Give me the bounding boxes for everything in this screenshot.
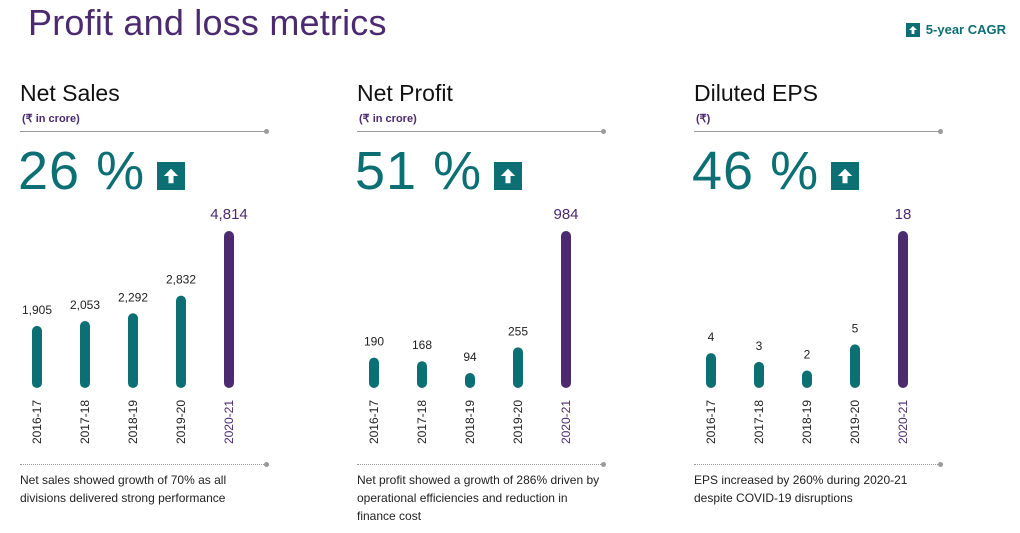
- x-tick-label: 2019-20: [848, 400, 862, 444]
- x-tick-label: 2016-17: [704, 400, 718, 444]
- panel-note: Net profit showed a growth of 286% drive…: [357, 473, 600, 523]
- cagr-value: 26 %: [18, 141, 146, 201]
- data-label: 2,832: [166, 273, 196, 287]
- bar-2020-21: [224, 231, 234, 388]
- x-tick-label: 2018-19: [800, 400, 814, 444]
- bar-2020-21: [561, 231, 571, 388]
- page-title: Profit and loss metrics: [28, 2, 387, 43]
- x-tick-label: 2016-17: [30, 400, 44, 444]
- x-tick-label: 2020-21: [222, 400, 236, 444]
- cagr-block: 26 %: [18, 140, 186, 202]
- x-tick-label: 2020-21: [896, 400, 910, 444]
- bar-2017-18: [417, 361, 427, 388]
- bar-2019-20: [513, 347, 523, 388]
- diluted-eps-panel: Diluted EPS (₹) 46 % 4 2016-17 3 2017-18 2 20…: [692, 80, 944, 530]
- x-tick-label: 2018-19: [463, 400, 477, 444]
- top-divider: [694, 129, 943, 134]
- data-label: 94: [463, 350, 477, 364]
- top-divider: [357, 129, 606, 134]
- data-label: 4: [708, 330, 715, 344]
- cagr-value: 46 %: [692, 141, 820, 201]
- bottom-divider: [357, 462, 606, 467]
- panel-note: Net sales showed growth of 70% as all di…: [20, 473, 227, 505]
- panel-note: EPS increased by 260% during 2020-21 des…: [694, 473, 908, 505]
- bar-2017-18: [80, 321, 90, 388]
- data-label: 4,814: [210, 206, 248, 223]
- net-sales-chart: 1,905 2016-17 2,053 2017-18 2,292 2018-19 2,83…: [22, 206, 248, 444]
- up-arrow-icon: [831, 162, 860, 190]
- net-sales-panel: Net Sales (₹ in crore) 26 % 1,905 2016-17…: [18, 80, 270, 530]
- data-label: 168: [412, 338, 432, 352]
- panel-unit: (₹ in crore): [359, 113, 417, 125]
- x-tick-label: 2018-19: [126, 400, 140, 444]
- bar-2018-19: [465, 373, 475, 388]
- data-label: 2,053: [70, 298, 100, 312]
- bottom-divider: [20, 462, 269, 467]
- bar-2016-17: [369, 357, 379, 388]
- bar-2017-18: [754, 361, 764, 388]
- bar-2019-20: [850, 344, 860, 388]
- bar-2018-19: [128, 313, 138, 388]
- data-label: 255: [508, 324, 528, 338]
- panel-title: Net Sales: [20, 80, 120, 106]
- bar-2016-17: [32, 325, 42, 388]
- diluted-eps-chart: 4 2016-17 3 2017-18 2 2018-19 5 2019-20 18 2020-2…: [704, 206, 912, 444]
- x-tick-label: 2019-20: [174, 400, 188, 444]
- up-arrow-icon: [494, 162, 523, 190]
- data-label: 5: [852, 321, 859, 335]
- net-profit-panel: Net Profit (₹ in crore) 51 % 190 2016-17 1…: [355, 80, 607, 530]
- data-label: 984: [553, 206, 578, 223]
- panel-unit: (₹ in crore): [22, 113, 80, 125]
- bar-2016-17: [706, 353, 716, 388]
- up-arrow-icon: [157, 162, 186, 190]
- panel-title: Net Profit: [357, 80, 453, 106]
- bar-2018-19: [802, 370, 812, 388]
- net-profit-chart: 190 2016-17 168 2017-18 94 2018-19 255 2019-20 9…: [364, 206, 579, 444]
- data-label: 2,292: [118, 290, 148, 304]
- data-label: 2: [804, 348, 811, 362]
- data-label: 3: [756, 339, 763, 353]
- x-tick-label: 2016-17: [367, 400, 381, 444]
- cagr-block: 46 %: [692, 140, 860, 202]
- panel-title: Diluted EPS: [694, 80, 819, 106]
- bottom-divider: [694, 462, 943, 467]
- x-tick-label: 2019-20: [511, 400, 525, 444]
- cagr-block: 51 %: [355, 140, 523, 202]
- x-tick-label: 2017-18: [752, 400, 766, 444]
- x-tick-label: 2020-21: [559, 400, 573, 444]
- bar-2019-20: [176, 295, 186, 388]
- x-tick-label: 2017-18: [78, 400, 92, 444]
- cagr-legend-label: 5-year CAGR: [925, 22, 1006, 37]
- cagr-value: 51 %: [355, 141, 483, 201]
- panel-unit: (₹): [696, 113, 711, 125]
- bar-2020-21: [898, 231, 908, 388]
- x-tick-label: 2017-18: [415, 400, 429, 444]
- data-label: 18: [895, 206, 912, 223]
- data-label: 190: [364, 335, 384, 349]
- data-label: 1,905: [22, 303, 52, 317]
- cagr-legend: 5-year CAGR: [905, 22, 1006, 37]
- up-arrow-icon: [905, 22, 920, 37]
- top-divider: [20, 129, 269, 134]
